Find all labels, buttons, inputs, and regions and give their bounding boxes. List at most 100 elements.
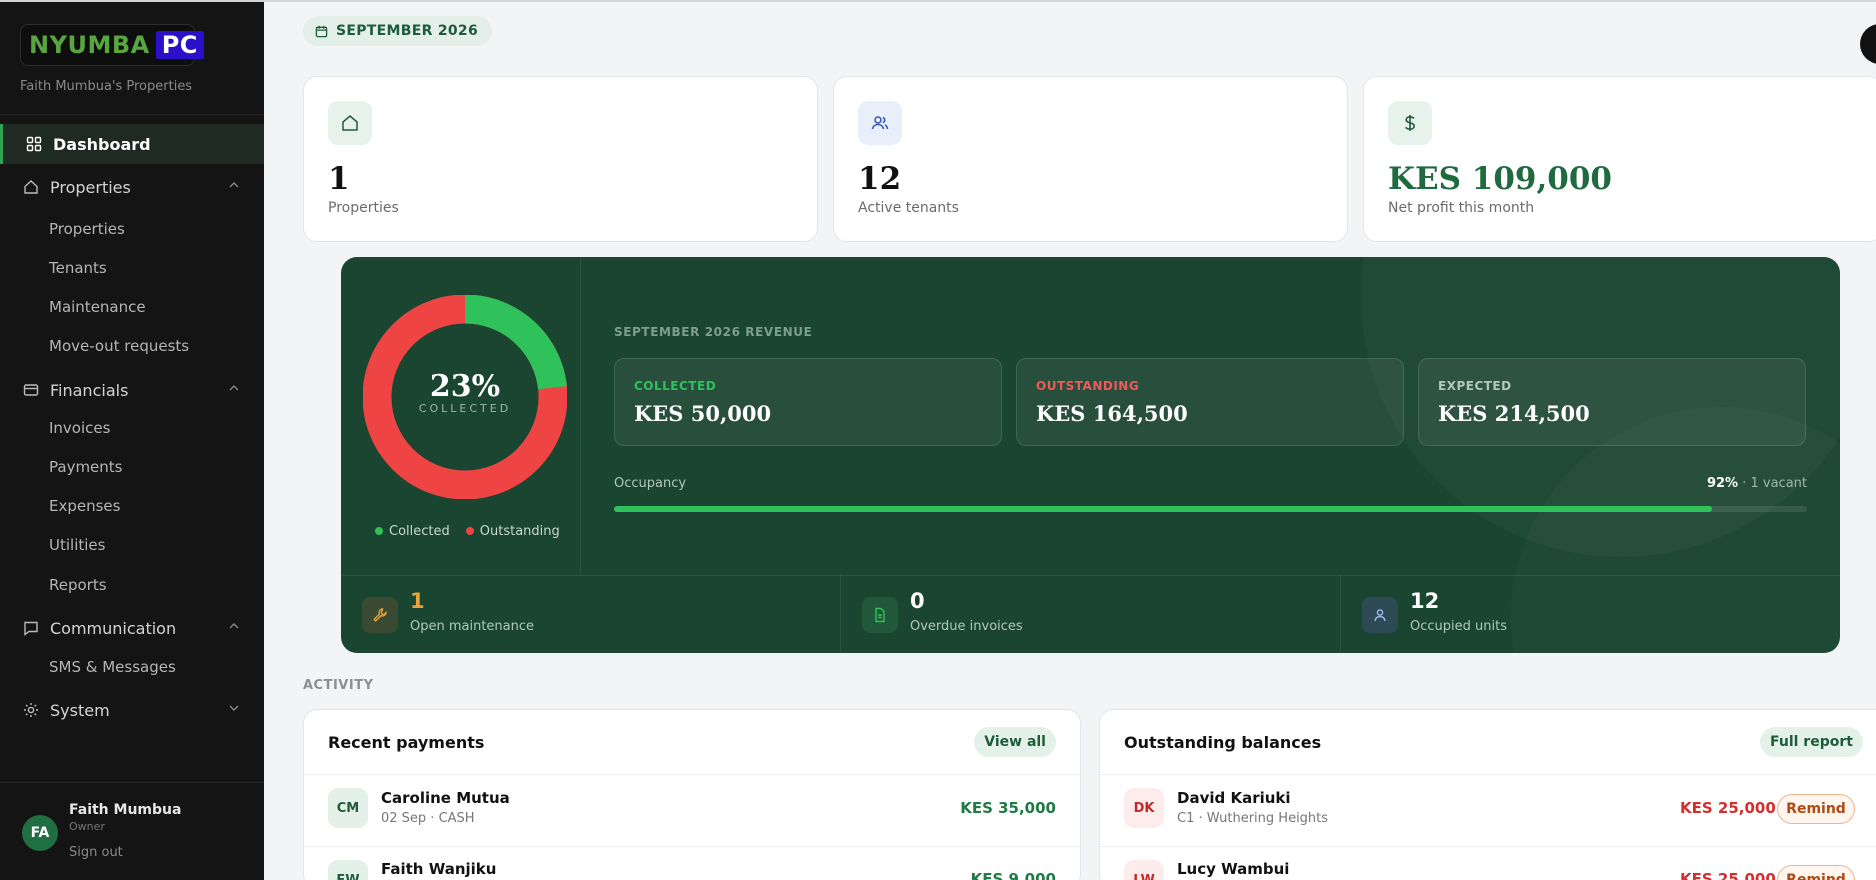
stat-card-net-profit[interactable]: KES 109,000 Net profit this month (1363, 76, 1876, 242)
nav-expenses[interactable]: Expenses (49, 497, 121, 515)
nav-properties[interactable]: Properties (49, 220, 125, 238)
occupancy-percent: 92% (1706, 476, 1739, 491)
avatar: FW (328, 860, 368, 880)
metric-expected: EXPECTED KES 214,500 (1418, 358, 1806, 446)
full-report-button[interactable]: Full report (1760, 727, 1863, 757)
tenant-unit: C1 · Wuthering Heights (1177, 811, 1329, 826)
outstanding-balances-panel: Outstanding balances Full report DK Davi… (1099, 709, 1876, 880)
nav-sms-messages[interactable]: SMS & Messages (49, 658, 176, 676)
document-icon (862, 597, 898, 633)
payer-name[interactable]: Caroline Mutua (381, 789, 510, 807)
metric-value: KES 164,500 (1036, 401, 1188, 426)
footer-stat-value: 12 (1410, 589, 1440, 613)
stat-label: Net profit this month (1388, 200, 1535, 216)
user-role: Owner (69, 820, 105, 833)
stat-card-properties[interactable]: 1 Properties (303, 76, 818, 242)
footer-stat-value: 1 (410, 589, 425, 613)
revenue-title: SEPTEMBER 2026 REVENUE (614, 325, 813, 339)
nav-communication-label: Communication (50, 618, 177, 638)
card-icon (22, 381, 40, 399)
nav-utilities[interactable]: Utilities (49, 536, 106, 554)
wrench-icon (362, 597, 398, 633)
occupancy-summary: 92% · 1 vacant (1707, 476, 1807, 491)
payment-amount: KES 35,000 (960, 799, 1056, 817)
footer-stat-overdue[interactable]: 0 Overdue invoices (841, 575, 1341, 653)
stat-label: Active tenants (858, 200, 959, 216)
home-icon (22, 178, 40, 196)
chevron-up-icon (229, 182, 239, 188)
logo-text-main: NYUMBA (29, 31, 150, 59)
panel-title: Outstanding balances (1124, 733, 1322, 752)
home-icon (328, 101, 372, 145)
balance-amount: KES 25,000 (1680, 799, 1776, 817)
nav-properties-label: Properties (50, 177, 131, 197)
sidebar: NYUMBA PC Faith Mumbua's Properties Dash… (0, 2, 264, 880)
divider (1100, 846, 1876, 847)
tenant-name[interactable]: David Kariuki (1177, 789, 1291, 807)
footer-stat-value: 0 (910, 589, 925, 613)
tenant-name[interactable]: Lucy Wambui (1177, 860, 1290, 878)
donut-legend: Collected Outstanding (375, 524, 560, 539)
logo-text-badge: PC (155, 31, 204, 59)
payment-meta: 02 Sep · CASH (381, 811, 475, 826)
legend-collected: Collected (375, 524, 450, 539)
sun-gear-icon (22, 701, 40, 719)
nav-dashboard[interactable]: Dashboard (0, 124, 264, 164)
nav-financials-label: Financials (50, 380, 129, 400)
payment-amount: KES 9,000 (970, 870, 1056, 880)
sign-out-link[interactable]: Sign out (69, 845, 123, 860)
users-icon (858, 101, 902, 145)
payer-name[interactable]: Faith Wanjiku (381, 860, 497, 878)
nav-move-out-requests[interactable]: Move-out requests (49, 337, 190, 355)
view-all-button[interactable]: View all (974, 727, 1056, 757)
nav-reports[interactable]: Reports (49, 576, 107, 594)
divider (304, 846, 1080, 847)
balance-amount: KES 25,000 (1680, 870, 1776, 880)
floating-action-button[interactable] (1860, 24, 1876, 64)
stat-value: KES 109,000 (1388, 161, 1612, 197)
grid-icon (25, 135, 43, 153)
nav-maintenance[interactable]: Maintenance (49, 298, 146, 316)
divider (0, 114, 264, 115)
nav-system-label: System (50, 700, 110, 720)
divider (580, 257, 581, 575)
footer-stat-label: Open maintenance (410, 619, 535, 634)
chevron-up-icon (229, 623, 239, 629)
chevron-down-icon (229, 705, 239, 711)
remind-button[interactable]: Remind (1777, 865, 1855, 880)
divider (341, 575, 1840, 576)
nav-dashboard-label: Dashboard (53, 134, 151, 154)
avatar[interactable]: FA (22, 815, 58, 851)
occupancy-progress-fill (614, 506, 1712, 512)
nav-group-communication[interactable]: Communication (0, 608, 264, 648)
footer-stat-maintenance[interactable]: 1 Open maintenance (341, 575, 841, 653)
divider (0, 782, 264, 783)
occupancy-label: Occupancy (614, 476, 687, 491)
divider (840, 575, 841, 653)
avatar: LW (1124, 860, 1164, 880)
metric-label: OUTSTANDING (1036, 379, 1140, 393)
footer-stat-occupied[interactable]: 12 Occupied units (1341, 575, 1840, 653)
donut-caption: COLLECTED (418, 402, 512, 415)
footer-stat-label: Overdue invoices (910, 619, 1023, 634)
occupancy-note: · 1 vacant (1742, 476, 1807, 491)
remind-button[interactable]: Remind (1777, 794, 1855, 824)
period-label: SEPTEMBER 2026 (336, 23, 479, 39)
occupancy-progress-bar (614, 506, 1807, 512)
user-name: Faith Mumbua (69, 802, 182, 818)
metric-outstanding: OUTSTANDING KES 164,500 (1016, 358, 1404, 446)
nav-payments[interactable]: Payments (49, 458, 123, 476)
app-logo[interactable]: NYUMBA PC (20, 24, 204, 66)
divider (1100, 774, 1876, 775)
stat-card-tenants[interactable]: 12 Active tenants (833, 76, 1348, 242)
nav-invoices[interactable]: Invoices (49, 419, 111, 437)
footer-stat-label: Occupied units (1410, 619, 1507, 634)
nav-tenants[interactable]: Tenants (49, 259, 107, 277)
nav-group-system[interactable]: System (0, 690, 264, 730)
nav-group-financials[interactable]: Financials (0, 370, 264, 410)
period-selector[interactable]: SEPTEMBER 2026 (303, 16, 493, 46)
nav-group-properties[interactable]: Properties (0, 167, 264, 207)
metric-collected: COLLECTED KES 50,000 (614, 358, 1002, 446)
metric-label: EXPECTED (1438, 379, 1512, 393)
